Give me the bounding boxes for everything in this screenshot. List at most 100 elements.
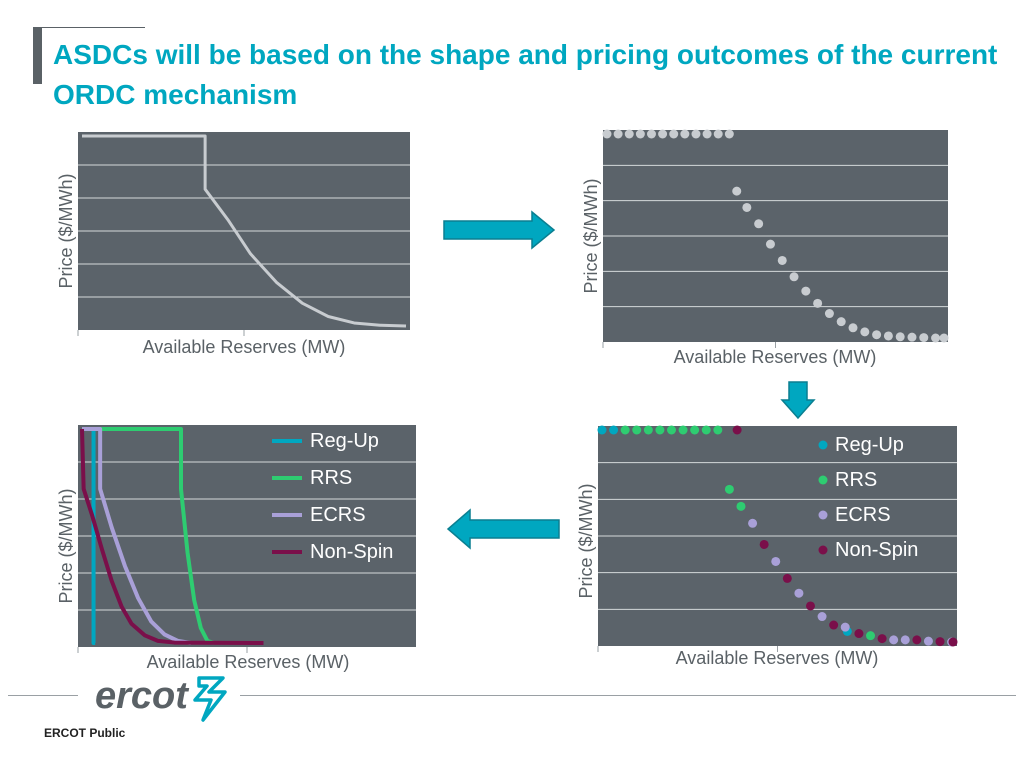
x-axis-label: Available Reserves (MW) <box>676 648 879 668</box>
texas-lightning-icon <box>193 676 227 722</box>
data-point <box>866 631 876 641</box>
data-point <box>883 331 893 341</box>
data-point <box>666 425 676 435</box>
gridlines <box>602 164 948 348</box>
legend-label: Reg-Up <box>310 430 379 452</box>
data-point <box>646 129 656 139</box>
data-marks <box>82 134 407 328</box>
data-point <box>632 425 642 435</box>
legend-label: ECRS <box>835 504 891 526</box>
data-point <box>813 298 823 308</box>
data-point <box>889 635 899 645</box>
y-axis-label: Price ($/MWh) <box>576 483 596 598</box>
data-point <box>655 425 665 435</box>
data-point <box>701 425 711 435</box>
gridlines <box>77 461 416 653</box>
data-point <box>620 425 630 435</box>
data-point <box>907 332 917 342</box>
data-point <box>872 330 882 340</box>
data-point <box>923 636 933 646</box>
logo-wordmark: ercot <box>95 675 189 717</box>
data-marks <box>80 427 264 645</box>
footer-classification: ERCOT Public <box>44 726 126 740</box>
title-accent-bar <box>33 27 42 84</box>
data-point <box>635 129 645 139</box>
series-line-ecrs <box>82 427 192 645</box>
x-axis-label: Available Reserves (MW) <box>147 652 350 672</box>
arrow-right-icon <box>443 210 556 250</box>
legend-label: Non-Spin <box>835 539 918 561</box>
legend: Reg-Up RRS ECRS Non-Spin <box>272 430 393 563</box>
chart-bottom-left: Reg-Up RRS ECRS Non-Spin Available Reserves… <box>56 425 416 672</box>
chart-top-right: Available Reserves (MW) Price ($/MWh) <box>581 129 949 367</box>
data-point <box>602 129 612 139</box>
data-point <box>691 129 701 139</box>
data-point <box>935 637 945 647</box>
ercot-logo: ercot <box>95 675 227 722</box>
data-point <box>939 333 949 343</box>
data-point <box>609 425 619 435</box>
data-point <box>732 425 742 435</box>
data-point <box>690 425 700 435</box>
data-point <box>817 612 827 622</box>
data-point <box>736 501 746 511</box>
data-point <box>771 556 781 566</box>
data-point <box>919 333 929 343</box>
data-point <box>829 620 839 630</box>
data-point <box>713 129 723 139</box>
data-point <box>895 332 905 342</box>
footer-rule-left <box>8 695 78 696</box>
data-point <box>732 186 742 196</box>
y-axis-label: Price ($/MWh) <box>581 178 601 293</box>
legend-label: RRS <box>835 469 877 491</box>
title-rule <box>33 27 145 28</box>
data-marks <box>602 129 949 343</box>
gridlines <box>77 164 410 336</box>
legend-swatch <box>818 440 828 450</box>
data-point <box>742 202 752 212</box>
data-point <box>613 129 623 139</box>
data-point <box>765 239 775 249</box>
data-point <box>801 286 811 296</box>
data-point <box>678 425 688 435</box>
data-point <box>840 622 850 632</box>
series-line-rrs <box>82 427 215 645</box>
data-point <box>702 129 712 139</box>
data-point <box>877 634 887 644</box>
data-point <box>854 629 864 639</box>
data-point <box>789 272 799 282</box>
data-point <box>782 573 792 583</box>
data-point <box>597 425 607 435</box>
legend-label: Reg-Up <box>835 434 904 456</box>
legend-swatch <box>818 475 828 485</box>
data-marks <box>597 425 958 647</box>
data-point <box>860 327 870 337</box>
data-point <box>748 518 758 528</box>
y-axis-label: Price ($/MWh) <box>56 488 76 603</box>
footer-rule-right <box>240 695 1016 696</box>
data-point <box>848 323 858 333</box>
data-point <box>754 219 764 229</box>
data-point <box>624 129 634 139</box>
x-axis-label: Available Reserves (MW) <box>143 337 346 357</box>
data-point <box>643 425 653 435</box>
gridlines <box>597 462 957 652</box>
series-line-non-spin <box>80 428 264 645</box>
series-line-ordc <box>82 134 407 328</box>
data-point <box>931 333 941 343</box>
data-point <box>658 129 668 139</box>
data-point <box>713 425 723 435</box>
data-point <box>805 601 815 611</box>
legend-label: Non-Spin <box>310 541 393 563</box>
data-point <box>948 637 958 647</box>
data-point <box>836 317 846 327</box>
x-axis-label: Available Reserves (MW) <box>674 347 877 367</box>
arrow-left-icon <box>446 508 560 550</box>
data-point <box>824 309 834 319</box>
legend: Reg-Up RRS ECRS Non-Spin <box>818 434 918 561</box>
legend-label: RRS <box>310 467 352 489</box>
chart-bottom-right: Reg-Up RRS ECRS Non-Spin Available Reserves… <box>576 425 958 668</box>
data-point <box>669 129 679 139</box>
data-point <box>900 635 910 645</box>
data-point <box>794 588 804 598</box>
